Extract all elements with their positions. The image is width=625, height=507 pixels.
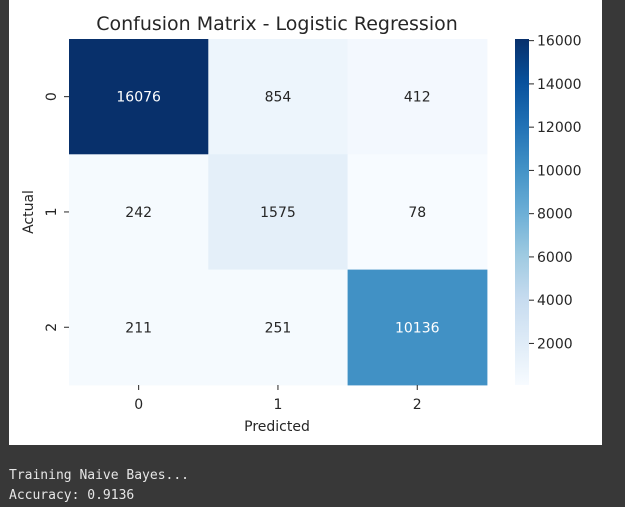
- heatmap-cell: [208, 154, 349, 271]
- colorbar-ticks: 2000 4000 6000 8000 10000 12000 14000 16000: [529, 34, 582, 352]
- heatmap-cells: 16076 854 412 242 1575 78 211 251 10136: [69, 39, 488, 386]
- heatmap-cell: [69, 39, 209, 155]
- y-tick-label: 1: [44, 207, 60, 216]
- cell-value-label: 412: [404, 90, 431, 106]
- colorbar-tick-label: 6000: [537, 250, 573, 266]
- heatmap-cell: [347, 154, 488, 271]
- colorbar-tick-label: 4000: [537, 293, 573, 309]
- cell-value-label: 251: [265, 320, 292, 336]
- colorbar-tick-label: 2000: [537, 336, 573, 352]
- heatmap-cell: [69, 154, 209, 271]
- y-tick-label: 0: [44, 92, 60, 101]
- chart-title: Confusion Matrix - Logistic Regression: [96, 13, 458, 35]
- x-axis-label: Predicted: [244, 419, 310, 435]
- cell-value-label: 1575: [260, 205, 296, 221]
- x-tick-label: 0: [134, 397, 143, 413]
- heatmap-cell: [69, 269, 209, 386]
- heatmap-cell: [347, 39, 488, 155]
- heatmap-cell: [347, 269, 488, 386]
- cell-value-label: 854: [265, 90, 292, 106]
- cell-value-label: 10136: [395, 320, 440, 336]
- x-axis-ticks: 0 1 2: [134, 385, 422, 413]
- x-tick-label: 1: [273, 397, 282, 413]
- heatmap-cell: [208, 269, 349, 386]
- colorbar-tick-label: 10000: [537, 163, 582, 179]
- cell-value-label: 242: [125, 205, 152, 221]
- y-axis-label: Actual: [21, 190, 37, 234]
- cell-value-label: 211: [125, 320, 152, 336]
- y-axis-ticks: 0 1 2: [44, 92, 69, 332]
- y-tick-label: 2: [44, 323, 60, 332]
- console-output: Training Naive Bayes... Accuracy: 0.9136: [9, 466, 189, 506]
- console-line: Training Naive Bayes...: [9, 468, 190, 483]
- heatmap-cell: [208, 39, 349, 155]
- colorbar-tick-label: 14000: [537, 77, 582, 93]
- colorbar-tick-label: 8000: [537, 207, 573, 223]
- colorbar: [515, 39, 529, 385]
- cell-value-label: 16076: [116, 90, 161, 106]
- cell-value-label: 78: [408, 205, 426, 221]
- colorbar-tick-label: 12000: [537, 120, 582, 136]
- console-line: Accuracy: 0.9136: [9, 488, 135, 503]
- confusion-matrix-chart: Confusion Matrix - Logistic Regression 1…: [21, 13, 582, 435]
- x-tick-label: 2: [413, 397, 422, 413]
- colorbar-tick-label: 16000: [537, 34, 582, 50]
